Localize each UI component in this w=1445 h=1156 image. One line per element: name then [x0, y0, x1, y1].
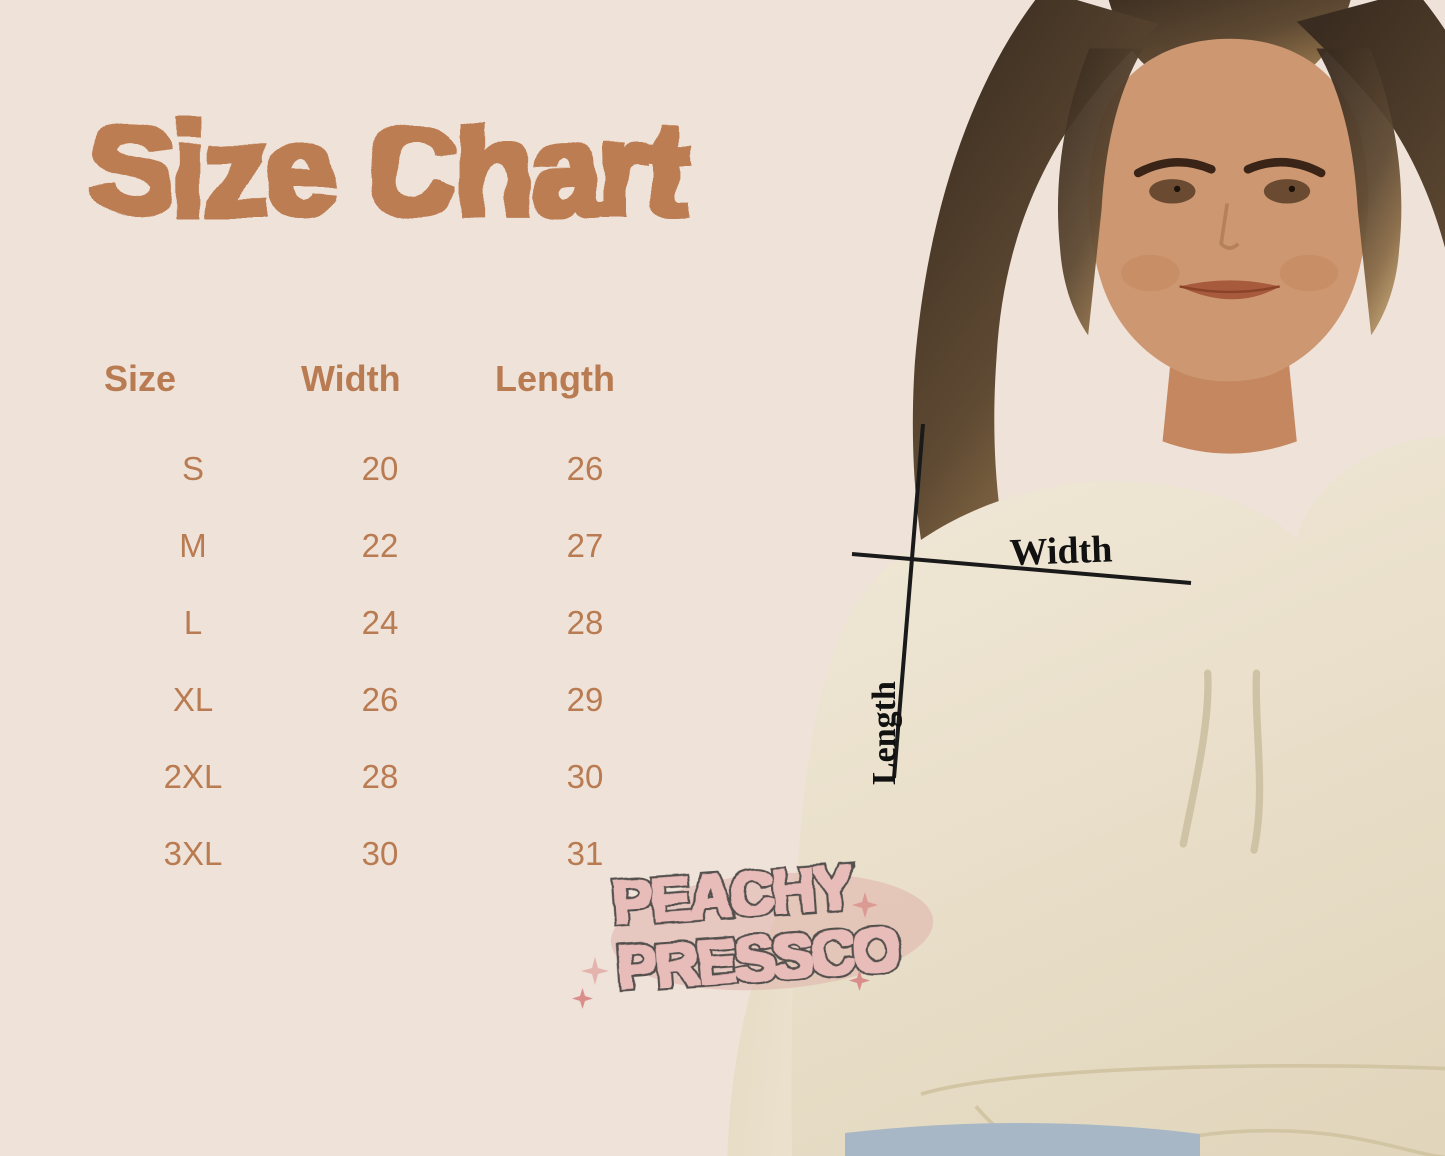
svg-text:Length: Length — [866, 681, 903, 785]
svg-text:Width: Width — [1009, 528, 1113, 574]
